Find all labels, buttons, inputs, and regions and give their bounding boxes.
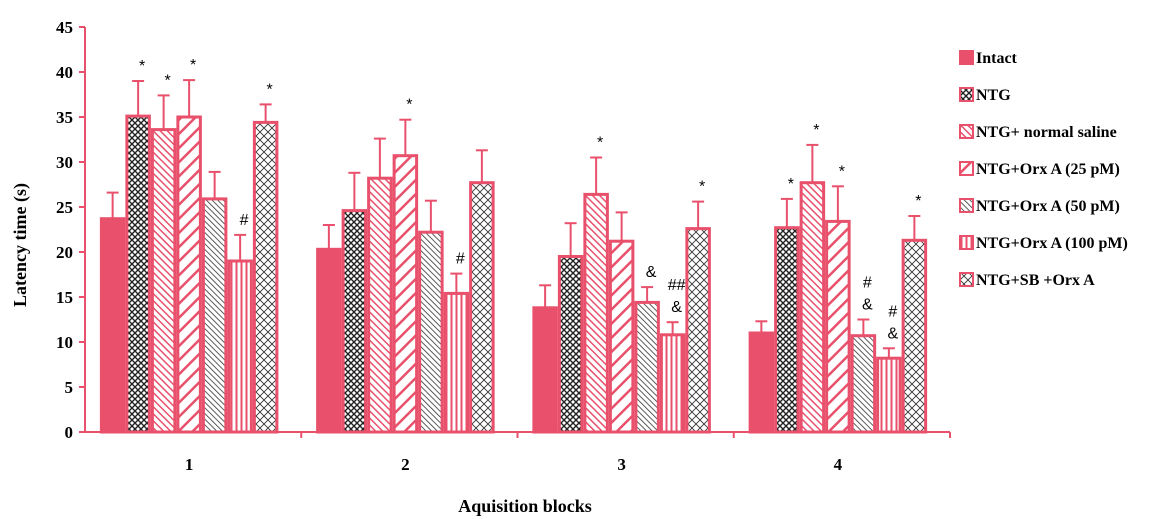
bar-crosshatch — [341, 209, 368, 434]
significance-mark: * — [190, 57, 196, 74]
bars — [99, 79, 928, 434]
y-tick-label: 35 — [56, 108, 73, 127]
legend-label: NTG — [976, 87, 1011, 104]
y-tick-label: 5 — [65, 378, 74, 397]
y-axis-title: Latency time (s) — [10, 183, 31, 307]
significance-mark: * — [788, 176, 794, 193]
bar-diamond — [901, 238, 928, 434]
significance-mark: * — [267, 81, 273, 98]
significance-mark: & — [646, 264, 657, 281]
bar-fine-diagonal — [799, 181, 826, 434]
legend-label: Intact — [976, 50, 1018, 67]
bar-dense-diagonal — [634, 300, 660, 434]
axes: 0 5 10 15 20 25 30 35 40 45 1 2 3 4 — [56, 18, 951, 474]
x-tick-label: 3 — [617, 455, 626, 474]
legend-swatch — [959, 87, 974, 102]
legend-swatch — [959, 235, 974, 250]
legend-swatch — [959, 198, 974, 213]
bar-fine-diagonal — [583, 192, 609, 434]
y-tick-label: 45 — [56, 18, 73, 37]
bar-dense-diagonal — [418, 230, 444, 434]
significance-mark: * — [839, 163, 845, 180]
significance-mark: * — [165, 72, 171, 89]
significance-mark: * — [915, 193, 921, 210]
legend-swatch — [959, 124, 974, 139]
significance-mark: # — [456, 251, 465, 268]
y-tick-label: 25 — [56, 198, 73, 217]
significance-mark: * — [139, 58, 145, 75]
significance-mark: # & — [862, 275, 873, 314]
bar-dense-diagonal — [850, 334, 877, 434]
legend-label: NTG+Orx A (50 pM) — [976, 198, 1120, 215]
bar-diamond — [469, 181, 495, 434]
bar-fine-diagonal — [150, 128, 177, 434]
significance-annotations: * * * # * * # * &## & * * * * # & # & * — [139, 57, 921, 342]
bar-solid — [532, 306, 558, 434]
y-tick-label: 0 — [65, 423, 74, 442]
bar-dense-diagonal — [201, 197, 228, 434]
y-tick-label: 40 — [56, 63, 73, 82]
bar-wide-diagonal — [825, 219, 851, 434]
bar-vertical — [227, 259, 253, 434]
legend-swatch — [959, 161, 974, 176]
bar-solid — [748, 331, 775, 434]
legend-swatch — [959, 50, 974, 65]
y-tick-label: 15 — [56, 288, 73, 307]
legend: Intact NTG NTG+ normal saline NTG+Orx A (25… — [959, 50, 1128, 289]
x-tick-label: 1 — [185, 455, 194, 474]
bar-vertical — [659, 333, 686, 434]
bar-diamond — [685, 227, 711, 434]
x-axis-title: Aquisition blocks — [458, 496, 592, 516]
legend-label: NTG+Orx A (100 pM) — [976, 235, 1128, 252]
y-tick-label: 20 — [56, 243, 73, 262]
bar-solid — [99, 217, 126, 434]
significance-mark: # & — [888, 303, 899, 342]
bar-crosshatch — [557, 255, 584, 434]
bar-crosshatch — [774, 226, 800, 434]
significance-mark: ## & — [668, 277, 686, 316]
bar-wide-diagonal — [608, 239, 635, 434]
bar-wide-diagonal — [176, 115, 202, 434]
significance-mark: # — [240, 212, 249, 229]
bar-vertical — [876, 356, 902, 434]
y-tick-label: 30 — [56, 153, 73, 172]
legend-label: NTG+Orx A (25 pM) — [976, 161, 1120, 178]
bar-vertical — [443, 291, 470, 434]
significance-mark: * — [813, 122, 819, 139]
legend-swatch — [959, 272, 974, 287]
bar-wide-diagonal — [392, 154, 419, 434]
significance-mark: * — [699, 179, 705, 196]
bar-solid — [316, 247, 342, 434]
significance-mark: * — [597, 135, 603, 152]
legend-label: NTG+SB +Orx A — [976, 272, 1095, 289]
bar-diamond — [252, 120, 279, 434]
bar-fine-diagonal — [367, 176, 393, 434]
bar-crosshatch — [125, 114, 151, 434]
significance-mark: * — [406, 97, 412, 114]
x-tick-label: 2 — [401, 455, 410, 474]
x-tick-label: 4 — [834, 455, 843, 474]
y-tick-label: 10 — [56, 333, 73, 352]
legend-label: NTG+ normal saline — [976, 124, 1117, 141]
